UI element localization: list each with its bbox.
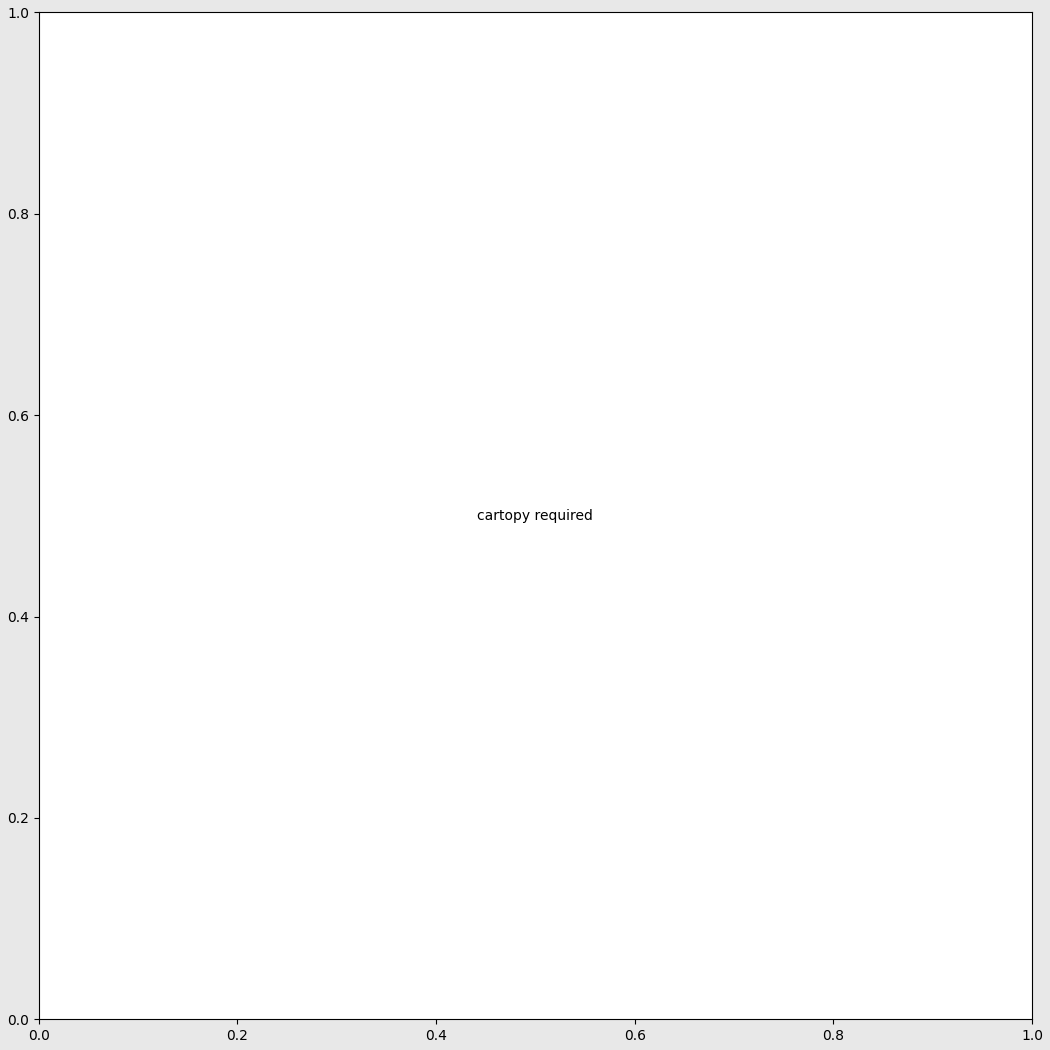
Text: cartopy required: cartopy required <box>478 509 593 523</box>
